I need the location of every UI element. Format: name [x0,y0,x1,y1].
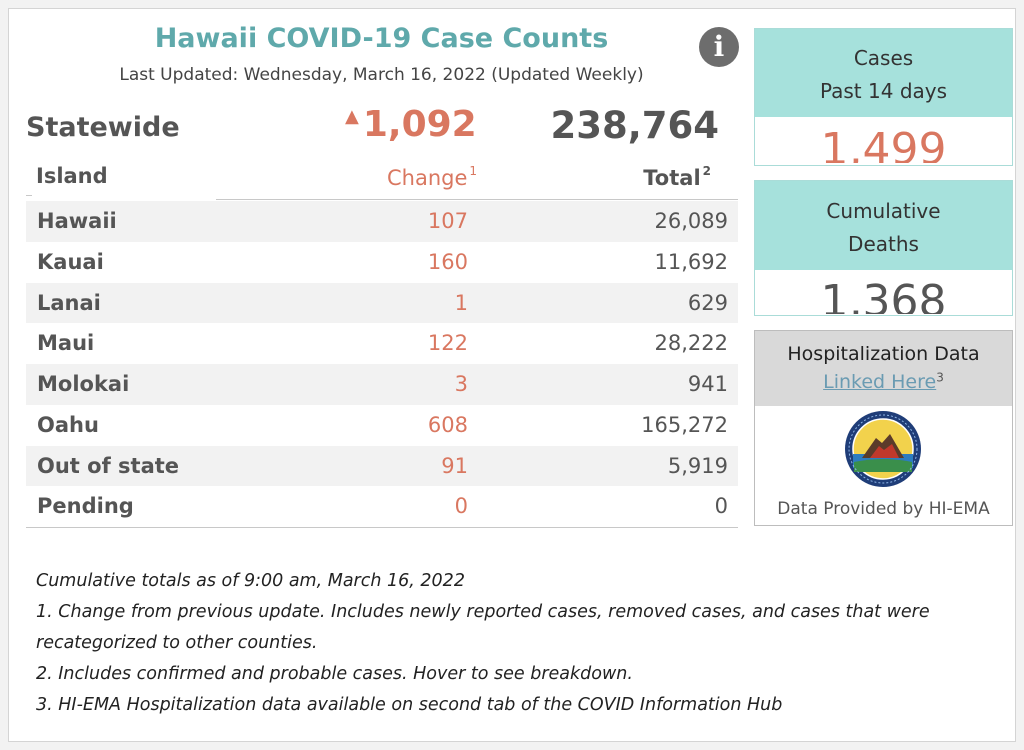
island-change: 608 [427,412,468,437]
column-header-total: Total 2 [643,164,711,190]
hospitalization-title: Hospitalization Data [787,343,980,365]
column-header-total-label: Total [643,166,701,190]
island-table: Hawaii 107 26,089 Kauai 160 11,692 Lanai… [26,201,738,528]
island-total[interactable]: 5,919 [667,453,728,478]
island-total[interactable]: 0 [714,494,728,519]
statewide-change-value: 1,092 [362,104,477,145]
footnote-marker-2: 2 [702,164,711,178]
island-change: 3 [454,372,468,396]
island-name: Out of state [37,453,180,478]
hospitalization-card: Hospitalization Data Linked Here3 Data P… [754,330,1013,526]
island-name: Maui [37,331,95,356]
island-name: Oahu [37,412,99,437]
cases-card-header: Cases Past 14 days [755,29,1012,117]
footnote-marker-3: 3 [936,370,944,385]
island-total[interactable]: 28,222 [654,331,728,356]
island-name: Kauai [37,249,104,274]
statewide-total: 238,764 [550,104,719,147]
table-row[interactable]: Molokai 3 941 [26,364,738,405]
hospitalization-link[interactable]: Linked Here [823,371,937,393]
island-name: Lanai [37,290,101,315]
column-header-island: Island [36,164,108,188]
page-title: Hawaii COVID-19 Case Counts [154,23,609,54]
cases-card-line1: Cases [853,46,914,70]
island-change: 160 [427,249,468,274]
table-row[interactable]: Pending 0 0 [26,486,738,527]
island-change: 0 [454,494,468,519]
cumulative-deaths-value: 1,368 [820,276,947,314]
footnote-line: 2. Includes confirmed and probable cases… [36,664,633,684]
footnote-line: 1. Change from previous update. Includes… [36,602,930,622]
table-row[interactable]: Hawaii 107 26,089 [26,201,738,242]
footnotes: Cumulative totals as of 9:00 am, March 1… [36,566,930,721]
table-row[interactable]: Oahu 608 165,272 [26,405,738,446]
hi-ema-seal-icon [845,411,921,487]
footnote-line: recategorized to other counties. [36,633,318,653]
island-total[interactable]: 165,272 [641,412,728,437]
cases-14-days-card: Cases Past 14 days 1,499 [754,28,1013,166]
header-divider-stub [26,195,32,196]
deaths-card-header: Cumulative Deaths [755,181,1012,270]
island-change: 107 [427,209,468,233]
island-change: 91 [441,453,468,478]
table-row[interactable]: Out of state 91 5,919 [26,445,738,487]
island-total[interactable]: 629 [687,290,728,315]
table-row[interactable]: Maui 122 28,222 [26,323,738,364]
footnote-marker-1: 1 [469,164,478,178]
column-header-change: Change 1 [387,164,477,190]
cases-card-line2: Past 14 days [819,79,948,103]
footnote-line: Cumulative totals as of 9:00 am, March 1… [36,571,465,591]
up-arrow-icon: ▲ [345,106,359,127]
table-row[interactable]: Lanai 1 629 [26,282,738,324]
last-updated: Last Updated: Wednesday, March 16, 2022 … [119,65,644,85]
deaths-card-line2: Deaths [848,232,919,256]
cases-14-days-value: 1,499 [820,124,947,163]
statewide-label: Statewide [26,112,180,143]
island-total[interactable]: 941 [687,372,728,396]
statewide-change: ▲ 1,092 [345,104,477,145]
table-row[interactable]: Kauai 160 11,692 [26,242,738,283]
island-name: Hawaii [37,209,117,233]
data-credit: Data Provided by HI-EMA [777,499,990,519]
island-total[interactable]: 26,089 [654,209,728,233]
island-total[interactable]: 11,692 [654,249,728,274]
header-divider [216,199,738,200]
hospitalization-link-line: Linked Here3 [755,368,1012,396]
cumulative-deaths-card: Cumulative Deaths 1,368 [754,180,1013,316]
island-name: Pending [37,494,134,519]
column-header-change-label: Change [387,166,468,190]
island-name: Molokai [37,372,130,396]
island-change: 1 [454,290,468,315]
island-change: 122 [427,331,468,356]
info-icon[interactable]: i [699,27,739,67]
dashboard-frame: Hawaii COVID-19 Case Counts Last Updated… [8,8,1016,742]
deaths-card-line1: Cumulative [826,199,941,223]
hospitalization-header: Hospitalization Data Linked Here3 [755,331,1012,406]
footnote-line: 3. HI-EMA Hospitalization data available… [36,695,783,715]
